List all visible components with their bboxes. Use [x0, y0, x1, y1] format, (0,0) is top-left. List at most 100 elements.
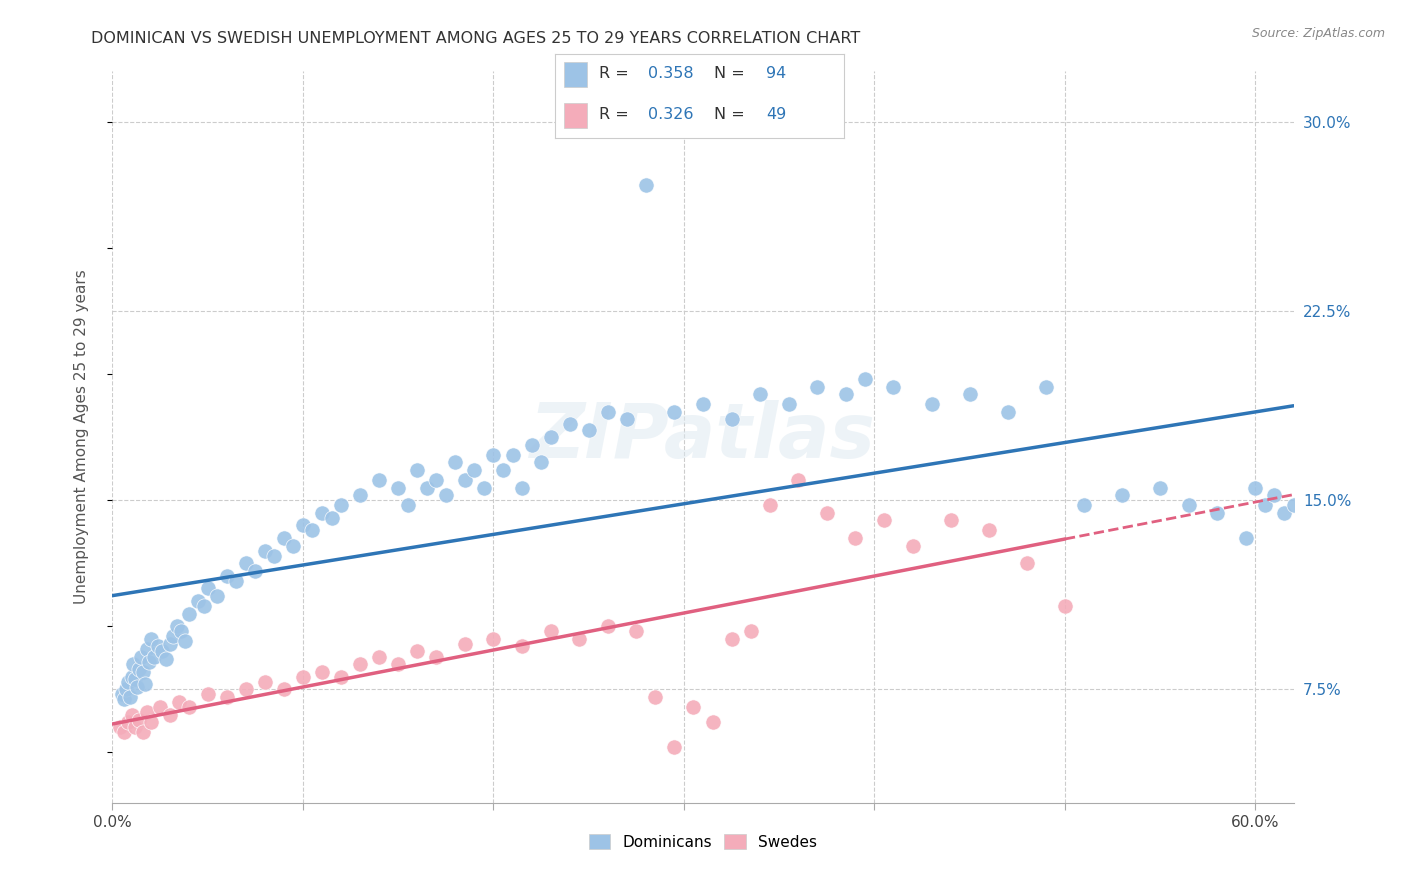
Point — [193, 599, 215, 613]
Point — [815, 506, 838, 520]
Text: 0.326: 0.326 — [648, 107, 693, 122]
Point — [215, 569, 238, 583]
Text: R =: R = — [599, 66, 634, 81]
Point — [520, 437, 543, 451]
Y-axis label: Unemployment Among Ages 25 to 29 years: Unemployment Among Ages 25 to 29 years — [75, 269, 89, 605]
Point — [664, 740, 686, 755]
Point — [245, 564, 267, 578]
Point — [177, 700, 200, 714]
Point — [406, 644, 429, 658]
Point — [311, 506, 333, 520]
Text: ZIPatlas: ZIPatlas — [530, 401, 876, 474]
Point — [311, 665, 333, 679]
Point — [1015, 556, 1038, 570]
Point — [778, 397, 800, 411]
Point — [127, 680, 149, 694]
Text: N =: N = — [714, 66, 749, 81]
Point — [148, 640, 170, 654]
Point — [187, 594, 209, 608]
Text: 0.358: 0.358 — [648, 66, 693, 81]
Point — [368, 649, 391, 664]
Point — [134, 677, 156, 691]
Point — [235, 556, 257, 570]
Point — [596, 405, 619, 419]
Text: 94: 94 — [766, 66, 786, 81]
Point — [132, 725, 155, 739]
Point — [155, 652, 177, 666]
Point — [1282, 498, 1305, 512]
Point — [349, 657, 371, 671]
Text: 49: 49 — [766, 107, 786, 122]
Point — [626, 624, 648, 639]
Point — [492, 463, 515, 477]
Point — [416, 481, 439, 495]
Legend: Dominicans, Swedes: Dominicans, Swedes — [581, 826, 825, 857]
Point — [644, 690, 666, 704]
Point — [454, 637, 477, 651]
Point — [720, 412, 742, 426]
Point — [873, 513, 896, 527]
Point — [128, 662, 150, 676]
Point — [853, 372, 876, 386]
Point — [901, 539, 924, 553]
Point — [939, 513, 962, 527]
Point — [844, 531, 866, 545]
Point — [197, 687, 219, 701]
Point — [510, 640, 533, 654]
Point — [150, 644, 173, 658]
Point — [387, 657, 409, 671]
Text: Source: ZipAtlas.com: Source: ZipAtlas.com — [1251, 27, 1385, 40]
Point — [112, 725, 135, 739]
Point — [122, 657, 145, 671]
Point — [634, 178, 657, 192]
Point — [1254, 498, 1277, 512]
Point — [1244, 481, 1267, 495]
Point — [330, 670, 353, 684]
Bar — [564, 62, 588, 87]
Point — [1292, 513, 1315, 527]
Point — [124, 672, 146, 686]
Point — [111, 687, 134, 701]
Point — [959, 387, 981, 401]
Bar — [564, 103, 588, 128]
Point — [1149, 481, 1171, 495]
Point — [349, 488, 371, 502]
Point — [159, 707, 181, 722]
Point — [1206, 506, 1229, 520]
Point — [273, 682, 295, 697]
Point — [530, 455, 553, 469]
Point — [425, 473, 447, 487]
Point — [162, 629, 184, 643]
Point — [149, 700, 172, 714]
Point — [368, 473, 391, 487]
Point — [472, 481, 495, 495]
Point — [143, 649, 166, 664]
Point — [558, 417, 581, 432]
Point — [835, 387, 858, 401]
Point — [197, 582, 219, 596]
Point — [502, 448, 524, 462]
Point — [321, 510, 343, 524]
Point — [291, 518, 314, 533]
Point — [540, 430, 562, 444]
Point — [568, 632, 591, 646]
Point — [1177, 498, 1199, 512]
Point — [128, 713, 150, 727]
Point — [425, 649, 447, 664]
Point — [806, 379, 828, 393]
Point — [167, 695, 190, 709]
Point — [170, 624, 193, 639]
Point — [596, 619, 619, 633]
Point — [482, 632, 505, 646]
Point — [434, 488, 457, 502]
Point — [121, 670, 143, 684]
Point — [108, 720, 131, 734]
Point — [921, 397, 943, 411]
Text: N =: N = — [714, 107, 749, 122]
Text: DOMINICAN VS SWEDISH UNEMPLOYMENT AMONG AGES 25 TO 29 YEARS CORRELATION CHART: DOMINICAN VS SWEDISH UNEMPLOYMENT AMONG … — [91, 31, 860, 46]
Point — [444, 455, 467, 469]
Point — [273, 531, 295, 545]
Point — [114, 682, 136, 697]
Point — [1302, 524, 1324, 538]
Point — [616, 412, 638, 426]
